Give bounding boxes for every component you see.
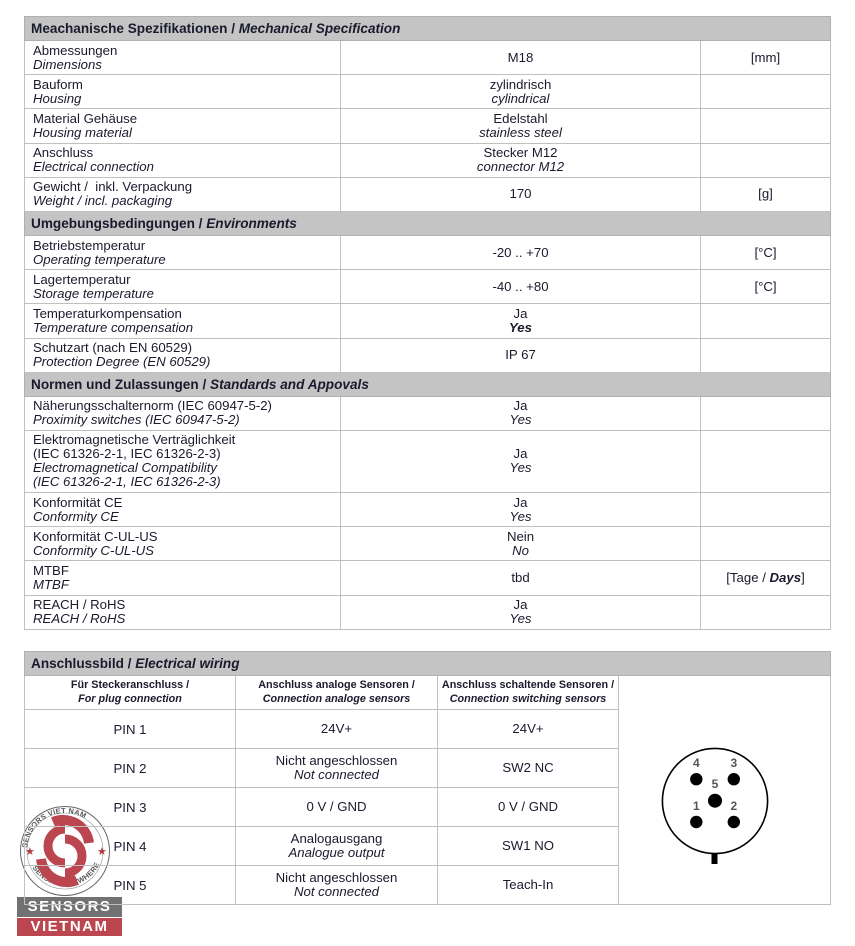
svg-text:4: 4	[693, 756, 700, 770]
svg-text:3: 3	[730, 756, 737, 770]
svg-text:5: 5	[712, 777, 719, 791]
svg-text:1: 1	[693, 799, 700, 813]
svg-text:2: 2	[730, 799, 737, 813]
